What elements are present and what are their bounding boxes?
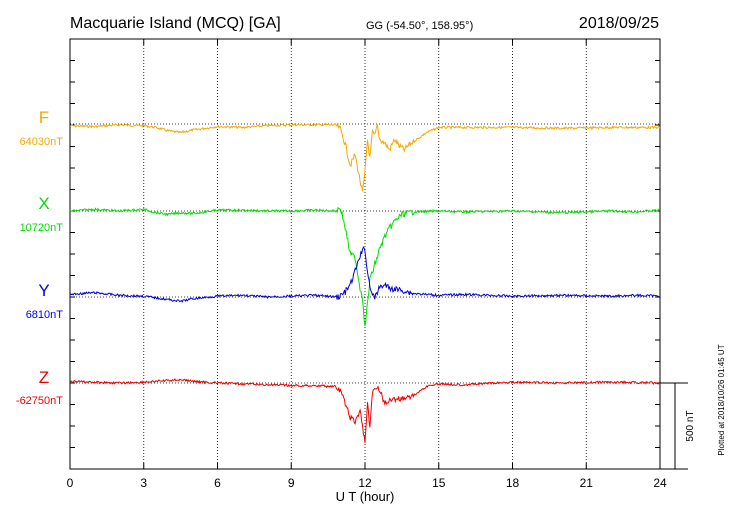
x-tick-label: 3 [140,476,147,490]
x-tick-label: 24 [653,476,667,490]
series-line-f [69,122,661,192]
series-baseline-y: 6810nT [26,309,64,321]
series-baseline-z: -62750nT [16,395,63,407]
series-baseline-f: 64030nT [20,136,64,148]
x-tick-label: 0 [67,476,74,490]
x-tick-label: 6 [214,476,221,490]
scale-bar-label: 500 nT [685,410,696,441]
x-tick-label: 9 [288,476,295,490]
series-baseline-x: 10720nT [20,222,64,234]
series-line-y [69,246,661,303]
series-name-z: Z [39,368,49,387]
series-name-x: X [38,194,49,213]
x-tick-label: 18 [506,476,520,490]
x-axis-label: U T (hour) [336,489,395,504]
x-tick-label: 21 [580,476,594,490]
grid [70,39,660,469]
x-tick-label: 12 [358,476,372,490]
x-axis: 0 3 6 9 12 15 18 21 24 [67,39,667,490]
x-tick-label: 15 [432,476,446,490]
series-line-x [69,206,661,327]
series-name-f: F [39,108,49,127]
series-line-z [69,378,661,443]
plotted-at-note: Plotted at 2018/10/26 01:45 UT [717,344,726,455]
scale-bar: 500 nT [660,382,696,470]
plot-date: 2018/09/25 [579,15,659,32]
series-labels: F 64030nT X 10720nT Y 6810nT Z -62750nT [16,108,63,407]
series-name-y: Y [38,281,49,300]
station-title: Macquarie Island (MCQ) [GA] [70,15,281,32]
station-coords: GG (-54.50°, 158.95°) [366,20,473,32]
traces [69,122,661,443]
